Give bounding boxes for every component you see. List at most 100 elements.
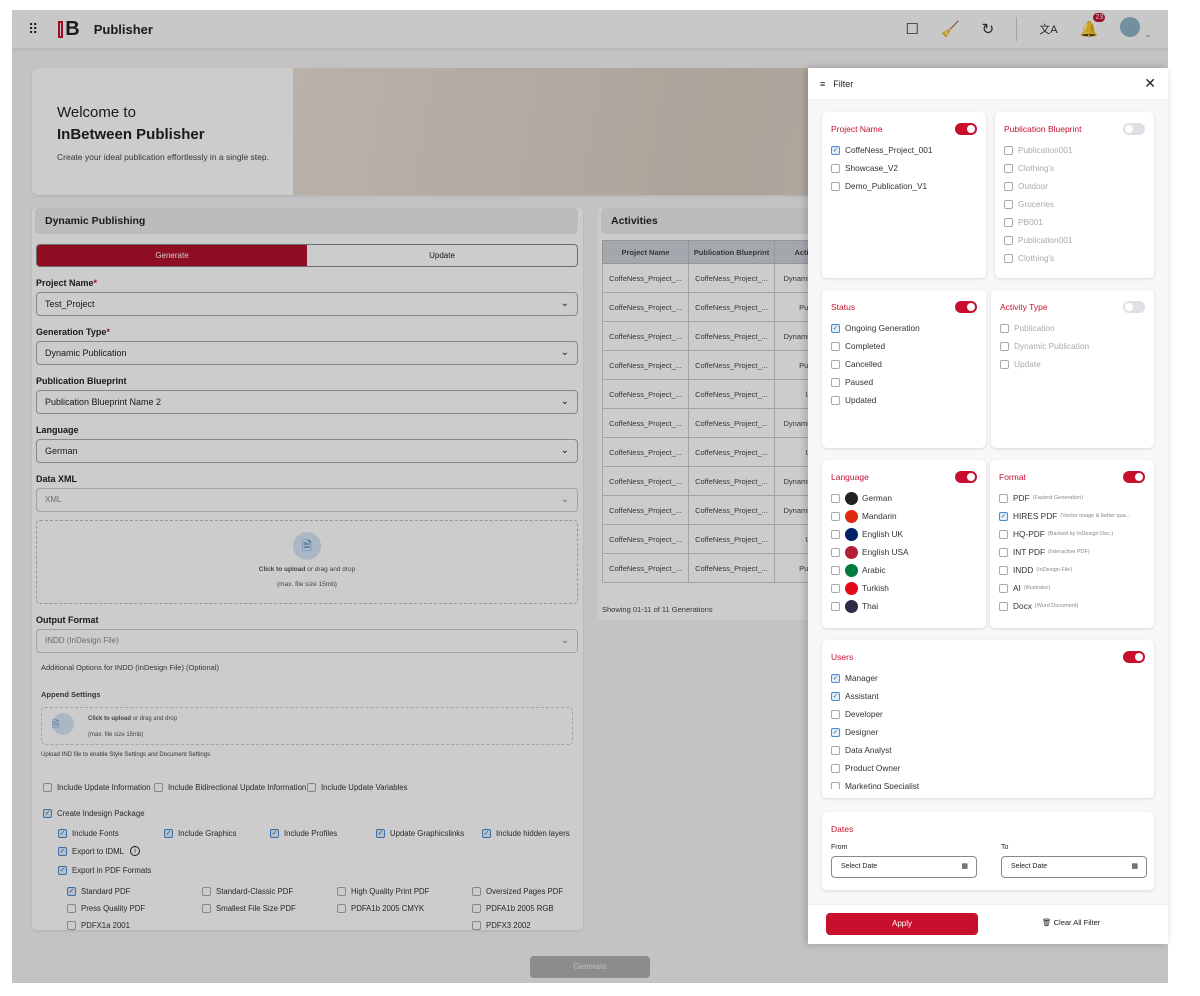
filter-option[interactable]: Paused (831, 373, 977, 391)
filter-option[interactable]: Completed (831, 337, 977, 355)
filter-option[interactable]: ✓ Assistant (831, 691, 879, 701)
checkbox[interactable]: ✓ (67, 887, 76, 896)
checkbox[interactable] (1004, 217, 1013, 227)
filter-option[interactable]: Clothing's (1004, 159, 1145, 177)
checkbox[interactable] (831, 583, 840, 593)
translate-icon[interactable]: 文A (1039, 24, 1058, 36)
filter-option[interactable]: Update (1000, 355, 1145, 373)
note-icon[interactable]: ☐ (905, 21, 919, 38)
toggle-switch[interactable] (955, 471, 977, 483)
checkbox[interactable] (1000, 323, 1009, 333)
toggle-switch[interactable] (955, 123, 977, 135)
checkbox[interactable] (1004, 145, 1013, 155)
checkbox[interactable] (831, 745, 840, 755)
checkbox[interactable] (831, 781, 840, 789)
filter-option[interactable]: English USA (831, 543, 977, 561)
checkbox[interactable] (1004, 181, 1013, 191)
filter-option[interactable]: Publication001 (1004, 231, 1145, 249)
checkbox[interactable]: ✓ (831, 145, 840, 155)
filter-option[interactable]: Cancelled (831, 355, 977, 373)
column-header[interactable]: Publication Blueprint (688, 240, 775, 264)
filter-option[interactable]: AI (Illustrator) (999, 579, 1145, 597)
project-name-select[interactable]: Test_Project ⌄ (36, 292, 578, 316)
checkbox[interactable] (154, 783, 163, 792)
checkbox[interactable] (831, 181, 840, 191)
checkbox[interactable]: ✓ (831, 323, 840, 333)
checkbox[interactable] (831, 359, 840, 369)
filter-option[interactable]: Product Owner (831, 759, 1145, 777)
toggle-switch[interactable] (1123, 471, 1145, 483)
filter-option[interactable]: Arabic (831, 561, 977, 579)
close-icon[interactable]: ✕ (1144, 75, 1156, 91)
filter-option[interactable]: Developer (831, 705, 1145, 723)
filter-option[interactable]: Groceries (1004, 195, 1145, 213)
checkbox[interactable] (831, 709, 840, 719)
checkbox[interactable]: ✓ (482, 829, 491, 838)
checkbox[interactable]: ✓ (376, 829, 385, 838)
checkbox[interactable]: ✓ (270, 829, 279, 838)
checkbox[interactable] (202, 887, 211, 896)
checkbox[interactable] (67, 904, 76, 913)
tab-update[interactable]: Update (429, 251, 455, 260)
toggle-switch[interactable] (1123, 301, 1145, 313)
checkbox[interactable] (999, 565, 1008, 575)
from-date-input[interactable]: Select Date ▦ (831, 856, 977, 878)
data-xml-select[interactable]: XML ⌄ (36, 488, 578, 512)
clear-all-filter-button[interactable]: 🗑 Clear All Filter (1042, 918, 1101, 927)
refresh-icon[interactable]: ↻ (981, 21, 995, 38)
checkbox[interactable] (831, 565, 840, 575)
table-row[interactable]: CoffeNess_Project_... CoffeNess_Project_.… (602, 379, 861, 409)
filter-option[interactable]: Showcase_V2 (831, 159, 977, 177)
checkbox[interactable] (67, 921, 76, 930)
apply-button[interactable]: Apply (826, 913, 978, 935)
filter-option[interactable]: Clothing's (1004, 249, 1145, 267)
filter-option[interactable]: Outdoor (1004, 177, 1145, 195)
checkbox[interactable] (1004, 253, 1013, 263)
to-date-input[interactable]: Select Date ▦ (1001, 856, 1147, 878)
filter-option[interactable]: Publication (1000, 319, 1145, 337)
generate-button[interactable]: Generate (530, 956, 650, 978)
checkbox[interactable] (831, 511, 840, 521)
filter-option[interactable]: INDD (InDesign File) (999, 561, 1145, 579)
filter-option[interactable]: German (831, 489, 977, 507)
filter-option[interactable]: Dynamic Publication (1000, 337, 1145, 355)
checkbox[interactable]: ✓ (831, 727, 840, 737)
checkbox[interactable] (831, 601, 840, 611)
filter-option[interactable]: English UK (831, 525, 977, 543)
checkbox[interactable] (337, 887, 346, 896)
filter-option[interactable]: Thai (831, 597, 977, 615)
filter-option[interactable]: ✓ HIRES PDF (Vector image & better qua... (999, 511, 1131, 521)
chevron-down-icon[interactable]: ⌄ (1144, 29, 1152, 39)
info-icon[interactable]: i (130, 846, 140, 856)
checkbox[interactable] (1000, 341, 1009, 351)
checkbox[interactable] (831, 547, 840, 557)
blueprint-select[interactable]: Publication Blueprint Name 2 ⌄ (36, 390, 578, 414)
checkbox[interactable] (999, 547, 1008, 557)
checkbox[interactable] (472, 887, 481, 896)
checkbox[interactable] (1004, 163, 1013, 173)
checkbox[interactable] (1000, 359, 1009, 369)
filter-option[interactable]: ✓ CoffeNess_Project_001 (831, 145, 933, 155)
checkbox[interactable] (999, 583, 1008, 593)
filter-option[interactable]: Outdoor (1004, 267, 1145, 269)
checkbox[interactable] (831, 493, 840, 503)
filter-option[interactable]: PB001 (1004, 213, 1145, 231)
xml-upload-dropzone[interactable]: 🗎 Click to upload or drag and drop (max.… (36, 520, 578, 604)
checkbox[interactable] (999, 493, 1008, 503)
checkbox[interactable] (307, 783, 316, 792)
checkbox[interactable] (1004, 235, 1013, 245)
filter-option[interactable]: Marketing Specialist (831, 777, 1145, 789)
filter-option[interactable]: ✓ Designer (831, 727, 879, 737)
checkbox[interactable]: ✓ (831, 673, 840, 683)
output-format-select[interactable]: INDD (InDesign File) ⌄ (36, 629, 578, 653)
checkbox[interactable]: ✓ (58, 846, 67, 856)
filter-option[interactable]: Mandarin (831, 507, 977, 525)
checkbox[interactable]: ✓ (58, 829, 67, 838)
checkbox[interactable]: ✓ (164, 829, 173, 838)
checkbox[interactable] (202, 904, 211, 913)
checkbox[interactable] (337, 904, 346, 913)
checkbox[interactable] (831, 529, 840, 539)
toggle-switch[interactable] (1123, 651, 1145, 663)
filter-option[interactable]: INT PDF (Interactive PDF) (999, 543, 1145, 561)
ind-upload-dropzone[interactable]: 🗎 Click to upload or drag and drop (max.… (41, 707, 573, 745)
